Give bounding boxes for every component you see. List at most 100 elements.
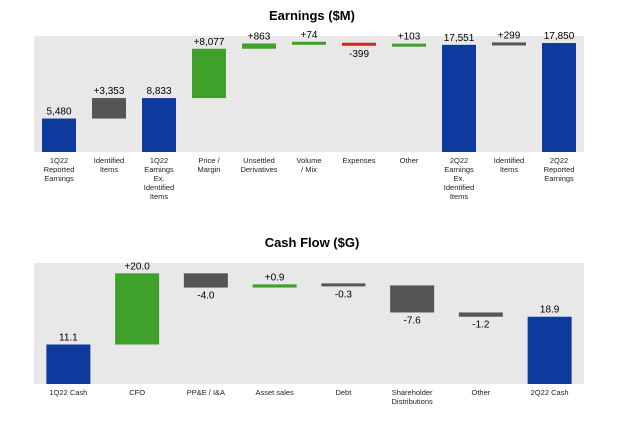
category-label-line: Unsettled xyxy=(243,156,275,165)
category-label-line: Derivatives xyxy=(240,165,277,174)
category-label-line: Earnings xyxy=(44,174,74,183)
category-label: Debt xyxy=(335,388,352,397)
category-label: Other xyxy=(471,388,490,397)
category-label: 2Q22 Earnings Ex. Identified Items xyxy=(444,156,474,201)
data-label: -7.6 xyxy=(404,315,422,326)
category-label-line: Reported xyxy=(544,165,575,174)
category-label-line: Identified xyxy=(144,183,174,192)
data-label: +20.0 xyxy=(124,261,150,272)
category-label-line: PP&E / I&A xyxy=(187,388,225,397)
category-label-line: / Mix xyxy=(301,165,317,174)
bar xyxy=(458,312,503,317)
bar xyxy=(115,273,160,345)
data-label: +3,353 xyxy=(94,86,125,97)
category-label: PP&E / I&A xyxy=(187,388,225,397)
bar xyxy=(242,43,276,49)
category-label-line: 1Q22 xyxy=(50,156,68,165)
chart-cash-flow: Cash Flow ($G) 11.1 1Q22 Cash +20.0 CFO -4.0 P… xyxy=(34,235,584,406)
data-label: -1.2 xyxy=(472,320,490,331)
category-label-line: Other xyxy=(471,388,490,397)
category-label: CFO xyxy=(129,388,145,397)
data-label: 5,480 xyxy=(46,107,71,118)
data-label: 11.1 xyxy=(59,332,78,343)
bar xyxy=(92,98,126,119)
data-label: 17,551 xyxy=(444,33,475,44)
bar xyxy=(342,42,376,46)
plot-background xyxy=(34,36,584,152)
data-label: -399 xyxy=(349,49,369,60)
category-label-line: 1Q22 Cash xyxy=(49,388,87,397)
category-label-line: Other xyxy=(400,156,419,165)
category-label-line: Reported xyxy=(44,165,75,174)
data-label: +299 xyxy=(498,30,521,41)
category-label-line: Volume xyxy=(296,156,321,165)
bar xyxy=(542,43,576,152)
category-label: Identified Items xyxy=(94,156,124,174)
category-label: Price / Margin xyxy=(198,156,221,174)
category-label-line: Debt xyxy=(335,388,352,397)
data-label: -4.0 xyxy=(197,291,215,302)
category-label-line: Expenses xyxy=(343,156,376,165)
bar xyxy=(42,118,76,152)
category-label: Expenses xyxy=(343,156,376,165)
data-label: +863 xyxy=(248,31,271,42)
bar xyxy=(442,44,476,152)
category-label-line: Earnings xyxy=(444,165,474,174)
category-label-line: Margin xyxy=(198,165,221,174)
category-label-line: 2Q22 xyxy=(450,156,468,165)
category-label: 1Q22 Cash xyxy=(49,388,87,397)
bar xyxy=(527,316,572,384)
category-label: Unsettled Derivatives xyxy=(240,156,277,174)
data-label: +0.9 xyxy=(265,272,285,283)
category-label: Other xyxy=(400,156,419,165)
category-label-line: Identified xyxy=(494,156,524,165)
bar xyxy=(292,41,326,45)
bar xyxy=(192,48,226,99)
bar xyxy=(390,285,435,313)
data-label: 17,850 xyxy=(544,31,575,42)
bar xyxy=(183,273,228,288)
category-label-line: 2Q22 xyxy=(550,156,568,165)
chart-title: Cash Flow ($G) xyxy=(265,235,360,250)
category-label: Asset sales xyxy=(255,388,294,397)
category-label-line: Price / xyxy=(198,156,220,165)
category-label-line: 1Q22 xyxy=(150,156,168,165)
category-label-line: Asset sales xyxy=(255,388,294,397)
bar xyxy=(492,42,526,46)
data-label: +103 xyxy=(398,32,421,43)
data-label: 18.9 xyxy=(540,305,560,316)
category-label-line: Earnings xyxy=(144,165,174,174)
category-label-line: Ex. xyxy=(454,174,465,183)
category-label-line: Identified xyxy=(444,183,474,192)
category-label: 1Q22 Earnings Ex. Identified Items xyxy=(144,156,174,201)
category-label-line: Shareholder xyxy=(392,388,433,397)
category-label: Identified Items xyxy=(494,156,524,174)
category-label-line: Items xyxy=(450,192,469,201)
category-label: 2Q22 Cash xyxy=(531,388,569,397)
category-label: 1Q22 Reported Earnings xyxy=(44,156,75,183)
category-label: Volume / Mix xyxy=(296,156,321,174)
category-label-line: CFO xyxy=(129,388,145,397)
bar xyxy=(46,344,91,384)
data-label: +8,077 xyxy=(194,37,225,48)
chart-title: Earnings ($M) xyxy=(269,8,355,23)
category-label-line: Earnings xyxy=(544,174,574,183)
bar xyxy=(252,284,297,288)
category-label: Shareholder Distributions xyxy=(391,388,433,406)
category-label-line: Distributions xyxy=(391,397,433,406)
data-label: 8,833 xyxy=(146,86,171,97)
category-label-line: Ex. xyxy=(154,174,165,183)
category-label-line: Items xyxy=(500,165,519,174)
bar xyxy=(392,43,426,47)
data-label: +74 xyxy=(301,30,318,41)
category-label: 2Q22 Reported Earnings xyxy=(544,156,575,183)
category-label-line: 2Q22 Cash xyxy=(531,388,569,397)
bar xyxy=(321,283,366,287)
bar xyxy=(142,98,176,152)
category-label-line: Items xyxy=(150,192,169,201)
data-label: -0.3 xyxy=(335,289,353,300)
category-label-line: Items xyxy=(100,165,119,174)
